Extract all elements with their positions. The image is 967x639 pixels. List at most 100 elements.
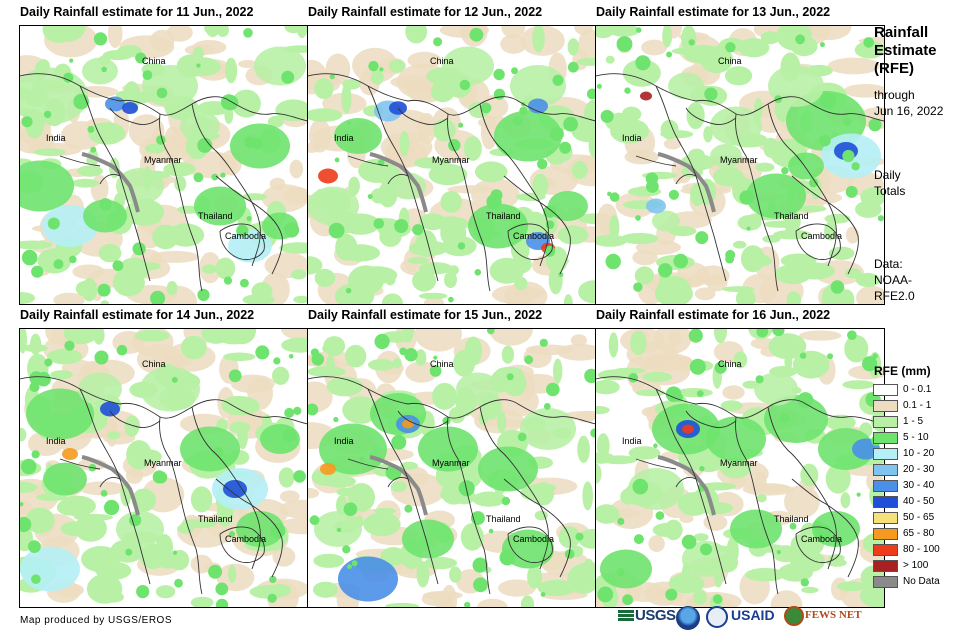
country-border — [347, 458, 389, 470]
panel-title: Daily Rainfall estimate for 12 Jun., 202… — [308, 5, 543, 19]
dry-area — [283, 186, 308, 205]
dry-area — [856, 285, 884, 304]
rain-cell — [464, 601, 471, 607]
country-label-myanmar: Myanmar — [144, 458, 182, 468]
rain-cell — [668, 72, 704, 100]
rain-area — [605, 55, 615, 64]
rain-cell — [284, 407, 295, 418]
rain-cell — [528, 98, 548, 114]
rainfall-panel-14-jun: Daily Rainfall estimate for 14 Jun., 202… — [19, 308, 309, 608]
rain-cell — [776, 550, 781, 555]
rain-area — [190, 486, 213, 513]
rain-cell — [632, 478, 649, 495]
rain-cell — [668, 189, 679, 200]
rain-cell — [174, 578, 183, 588]
rain-area — [228, 564, 237, 583]
rain-cell — [197, 288, 210, 301]
rain-cell — [255, 345, 270, 360]
rain-cell — [215, 598, 229, 607]
country-border — [791, 478, 859, 578]
rain-cell — [44, 358, 53, 367]
rain-area — [326, 354, 335, 376]
rain-cell — [21, 116, 33, 128]
rain-cell — [125, 548, 133, 556]
rain-cell — [391, 434, 407, 450]
rain-cell — [112, 260, 124, 272]
rain-cell — [283, 428, 297, 442]
rain-cell — [768, 65, 824, 107]
rain-area — [23, 343, 48, 353]
rain-cell — [725, 42, 736, 53]
country-label-thailand: Thailand — [486, 514, 521, 524]
rain-cell — [319, 423, 387, 475]
country-label-cambodia: Cambodia — [801, 534, 843, 544]
rain-area — [464, 336, 482, 366]
rain-area — [380, 547, 407, 566]
rain-cell — [150, 290, 166, 304]
rain-area — [76, 165, 103, 177]
rain-area — [174, 176, 187, 192]
rain-area — [692, 589, 707, 605]
rain-cell — [493, 88, 506, 100]
rain-cell — [213, 447, 224, 458]
rain-cell — [499, 549, 516, 566]
country-border — [635, 155, 677, 167]
rain-area — [308, 366, 346, 378]
rain-area — [745, 568, 785, 582]
country-border — [507, 223, 553, 261]
rain-area — [379, 225, 402, 247]
rain-cell — [468, 203, 528, 249]
rain-area — [464, 136, 482, 161]
panel-title: Daily Rainfall estimate for 15 Jun., 202… — [308, 308, 543, 322]
rain-area — [738, 38, 770, 58]
rain-cell — [746, 173, 806, 219]
rain-area — [75, 280, 96, 297]
rain-area — [719, 457, 752, 479]
rain-cell — [540, 592, 546, 597]
rain-cell — [47, 217, 60, 230]
rain-area — [668, 573, 705, 594]
rain-cell — [229, 531, 235, 538]
rain-area — [449, 566, 462, 583]
rain-area — [308, 108, 343, 122]
usaid-logo: USAID — [731, 607, 775, 623]
rain-area — [828, 246, 855, 260]
rain-cell — [418, 426, 478, 472]
rain-area — [796, 262, 835, 280]
dry-area — [405, 361, 438, 383]
rain-area — [424, 557, 457, 570]
rain-area — [760, 31, 780, 45]
dry-area — [742, 483, 794, 496]
dry-area — [422, 590, 463, 600]
rain-area — [267, 115, 284, 128]
rain-area — [405, 26, 428, 44]
rain-cell — [269, 575, 277, 584]
rain-cell — [152, 470, 166, 484]
rain-cell — [617, 517, 625, 525]
rain-area — [242, 193, 268, 201]
rain-area — [201, 264, 217, 274]
rain-cell — [194, 186, 246, 226]
rain-cell — [228, 369, 242, 383]
rain-area — [440, 191, 462, 213]
rain-cell — [469, 27, 484, 42]
rain-area — [733, 351, 748, 369]
rain-area — [314, 268, 336, 288]
rain-area — [855, 272, 880, 288]
title-line: (RFE) — [874, 60, 914, 77]
country-border — [635, 458, 677, 470]
rain-cell — [318, 168, 338, 184]
rain-cell — [284, 222, 300, 238]
legend-swatch — [873, 544, 898, 556]
rain-area — [567, 38, 579, 56]
rain-cell — [62, 448, 78, 460]
rain-area — [407, 257, 429, 264]
rainfall-map: China India Myanmar Thailand Cambodia — [307, 328, 597, 608]
rain-cell — [474, 269, 482, 276]
through-label: through — [874, 88, 915, 102]
legend-swatch — [873, 400, 898, 412]
rain-area — [293, 295, 308, 304]
country-border — [219, 223, 265, 261]
rain-area — [279, 242, 308, 254]
country-label-cambodia: Cambodia — [225, 231, 267, 241]
